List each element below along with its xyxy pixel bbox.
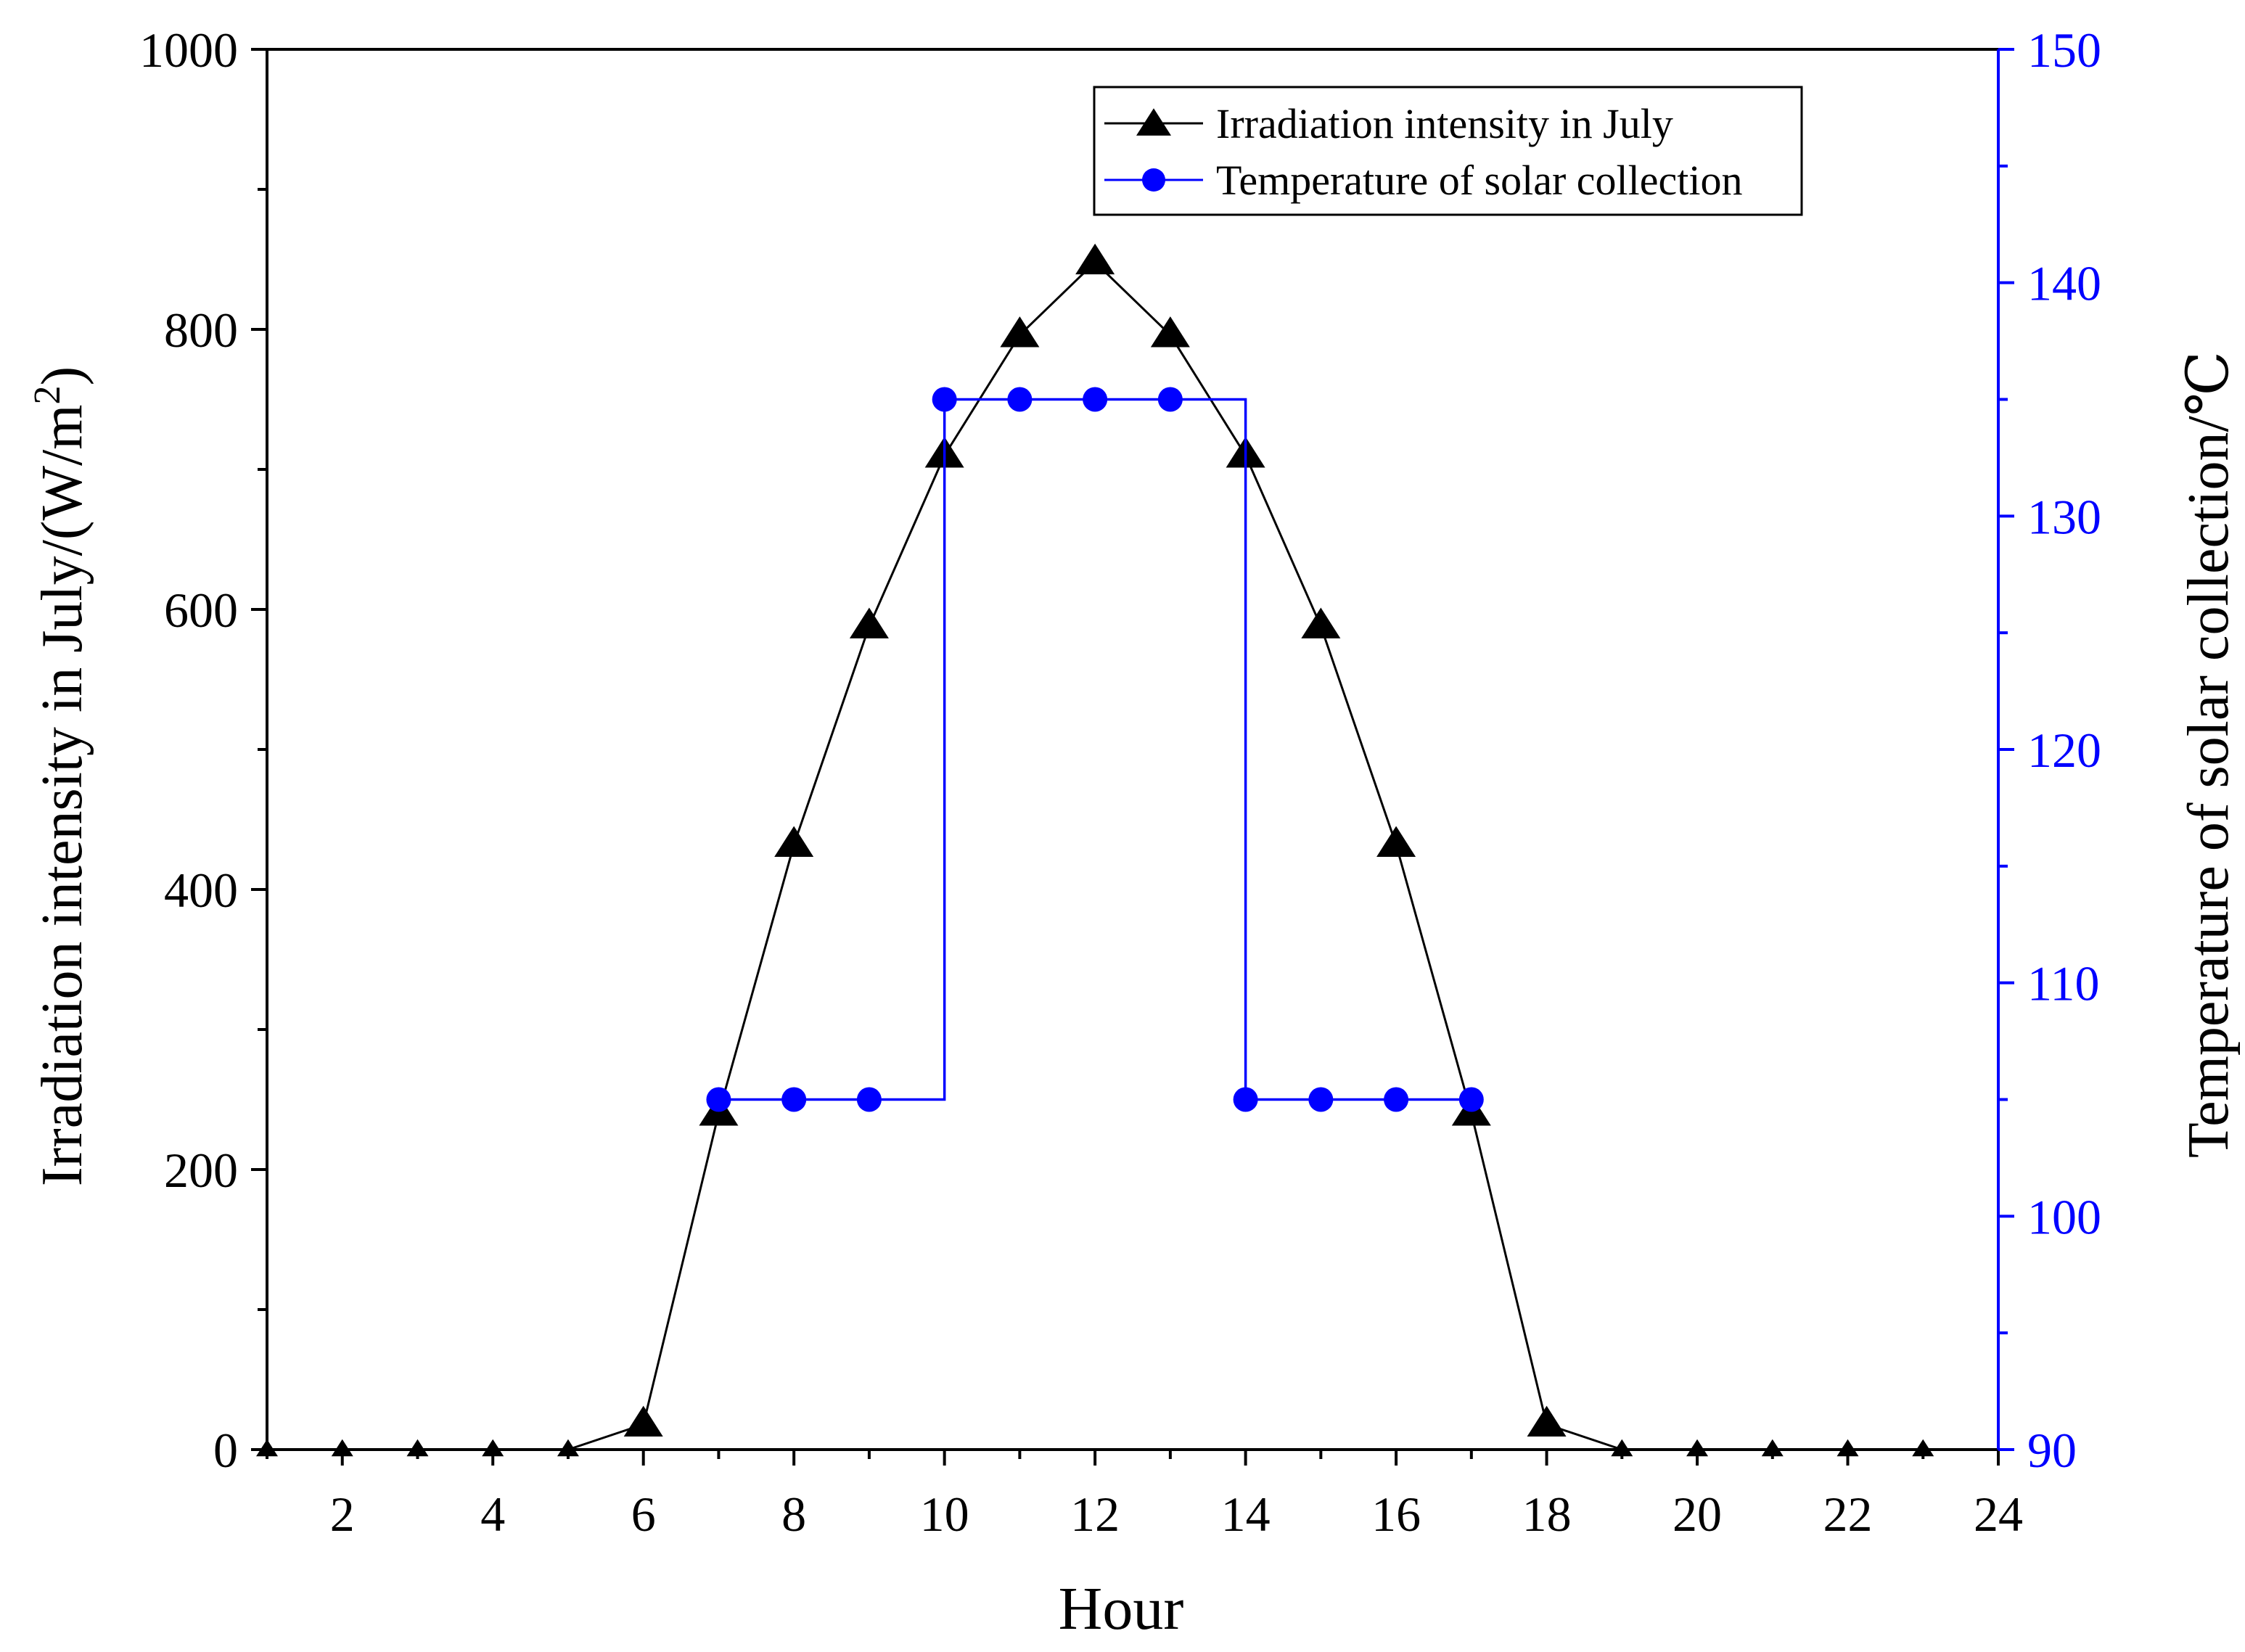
irradiation-point (623, 1405, 663, 1437)
irradiation-point (406, 1439, 429, 1457)
x-tick-label: 4 (480, 1487, 505, 1542)
right-y-tick-label: 140 (2027, 256, 2101, 311)
legend-triangle-marker (1136, 108, 1171, 136)
left-y-tick-label: 1000 (139, 22, 238, 78)
x-tick-label: 10 (920, 1487, 969, 1542)
irradiation-point (1527, 1405, 1567, 1437)
irradiation-point (849, 607, 889, 638)
left-y-axis-label-superscript: 2 (27, 386, 68, 405)
legend-entry-label: Irradiation intensity in July (1216, 100, 1673, 147)
left-y-tick-label: 400 (164, 863, 238, 918)
temperature-point (781, 1087, 807, 1112)
left-y-tick-label: 800 (164, 303, 238, 358)
axes: 2 4 6 8 10 12 14 16 18 20 22 2402004006008001000901… (139, 22, 2101, 1542)
legend-entry-label: Temperature of solar collection (1216, 157, 1742, 204)
right-y-tick-label: 110 (2027, 956, 2099, 1011)
irradiation-point (1000, 316, 1040, 348)
irradiation-point (1150, 316, 1190, 348)
x-tick-label: 2 (330, 1487, 355, 1542)
irradiation-point (256, 1439, 278, 1457)
irradiation-line (267, 260, 1924, 1451)
left-y-axis-label: Irradiation intensity in July/(W/m2) (27, 366, 94, 1186)
temperature-point (1157, 387, 1183, 412)
legend-box (1093, 86, 1803, 216)
temperature-point (1083, 387, 1108, 412)
x-tick-label: 16 (1371, 1487, 1421, 1542)
left-y-tick-label: 200 (164, 1143, 238, 1198)
irradiation-point (1761, 1439, 1784, 1457)
temperature-point (932, 387, 957, 412)
left-y-axis-label-end: ) (30, 366, 94, 386)
irradiation-point (1686, 1439, 1709, 1457)
irradiation-point (1376, 826, 1416, 857)
irradiation-point (1912, 1439, 1934, 1457)
right-y-tick-label: 120 (2027, 723, 2101, 778)
right-y-tick-label: 150 (2027, 22, 2101, 78)
x-tick-label: 18 (1522, 1487, 1572, 1542)
irradiation-point (557, 1439, 579, 1457)
temperature-step-line (718, 398, 1472, 1101)
temperature-point (856, 1087, 882, 1112)
left-y-axis-label-main: Irradiation intensity in July/(W/m (30, 405, 94, 1187)
x-axis-label: Hour (1059, 1575, 1184, 1643)
temperature-point (1308, 1087, 1334, 1112)
temperature-point (706, 1087, 731, 1112)
right-y-axis-label: Temperature of solar collection/℃ (2177, 351, 2241, 1158)
temperature-point (1384, 1087, 1409, 1112)
temperature-point (1007, 387, 1033, 412)
irradiation-point (482, 1439, 504, 1457)
right-y-tick-label: 100 (2027, 1189, 2101, 1244)
x-tick-label: 14 (1221, 1487, 1271, 1542)
legend-circle-marker (1142, 168, 1165, 192)
irradiation-point (331, 1439, 353, 1457)
left-y-tick-label: 600 (164, 583, 238, 638)
plot-area (256, 243, 1934, 1457)
left-y-tick-label: 0 (213, 1423, 238, 1478)
x-tick-label: 20 (1673, 1487, 1722, 1542)
temperature-point (1458, 1087, 1484, 1112)
x-tick-label: 6 (631, 1487, 656, 1542)
irradiation-point (774, 826, 814, 857)
irradiation-point (1836, 1439, 1859, 1457)
irradiation-point (1611, 1439, 1633, 1457)
x-tick-label: 12 (1070, 1487, 1120, 1542)
x-tick-label: 22 (1823, 1487, 1873, 1542)
irradiation-point (1075, 243, 1115, 275)
x-tick-label: 24 (1974, 1487, 2023, 1542)
irradiation-point (1301, 607, 1341, 638)
temperature-point (1233, 1087, 1258, 1112)
legend: Irradiation intensity in July Temperature… (1093, 86, 1803, 216)
x-tick-label: 8 (781, 1487, 806, 1542)
right-y-tick-label: 90 (2027, 1423, 2077, 1478)
right-y-tick-label: 130 (2027, 489, 2101, 544)
